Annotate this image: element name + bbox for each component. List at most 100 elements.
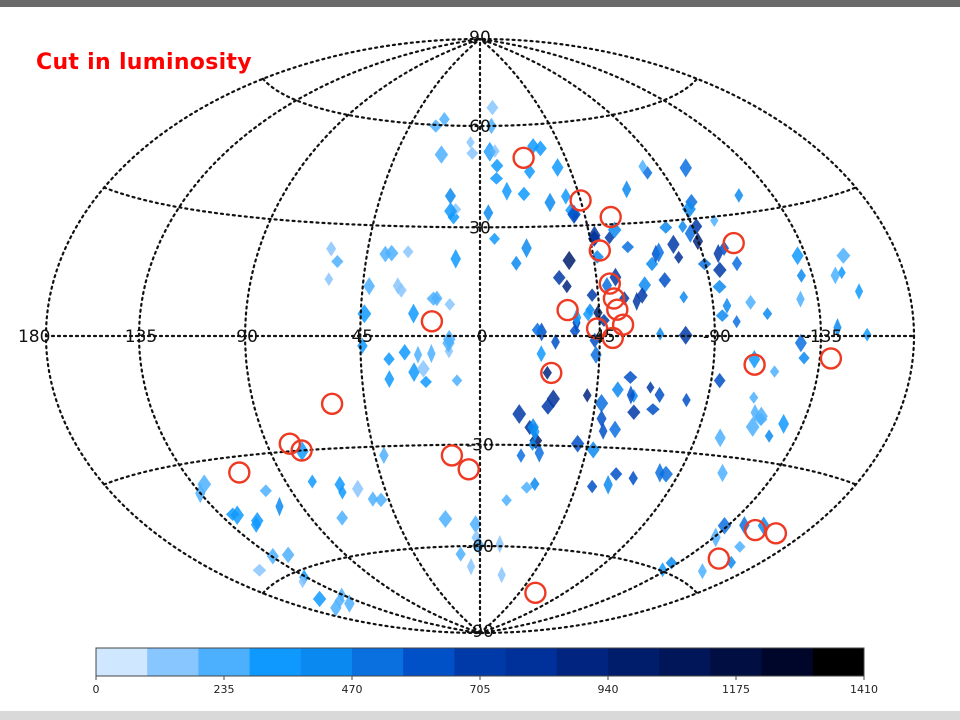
density-cell: [534, 443, 545, 463]
longitude-label: 135: [125, 327, 157, 347]
density-cell: [791, 246, 804, 266]
density-cell: [854, 283, 864, 300]
density-cell: [281, 546, 295, 564]
density-cell: [714, 428, 726, 448]
density-cell: [665, 556, 678, 570]
source-marker: [440, 444, 464, 467]
density-cell: [674, 250, 684, 264]
density-cell: [642, 166, 653, 180]
density-cell: [586, 479, 598, 494]
density-cell: [745, 294, 756, 310]
density-cell: [536, 345, 546, 363]
density-cell: [413, 345, 423, 364]
density-cell: [230, 505, 244, 525]
density-cell: [511, 255, 522, 271]
latitude-label: -90: [466, 622, 494, 642]
density-cell: [712, 279, 727, 294]
colorbar-segment: [403, 648, 455, 676]
density-cell: [197, 474, 212, 494]
colorbar-segment: [96, 648, 148, 676]
colorbar-segment: [300, 648, 353, 676]
density-cell: [527, 138, 540, 155]
density-cell: [527, 418, 539, 437]
density-cell: [531, 322, 544, 338]
parallel-line: [261, 544, 699, 595]
density-cell: [434, 145, 449, 164]
density-cell: [682, 392, 691, 408]
colorbar-segment: [812, 648, 865, 676]
longitude-label: -90: [703, 327, 731, 347]
source-marker: [743, 353, 766, 376]
density-cell: [739, 516, 750, 535]
colorbar-tick-label: 1410: [850, 683, 878, 696]
density-cell: [331, 255, 344, 268]
density-cell: [501, 494, 512, 507]
density-cell: [466, 557, 476, 576]
source-marker: [764, 522, 788, 545]
density-cell: [734, 188, 744, 203]
density-cell: [252, 563, 267, 577]
density-cell: [569, 324, 581, 338]
density-cell: [750, 404, 760, 422]
density-cell: [326, 241, 337, 257]
density-cell: [398, 344, 411, 361]
parallel-line: [261, 77, 699, 128]
density-cell: [383, 352, 395, 367]
source-marker: [569, 189, 592, 212]
density-cell: [495, 535, 504, 554]
colorbar-segment: [761, 648, 814, 676]
density-cell: [469, 515, 482, 534]
source-marker: [457, 458, 480, 481]
longitude-label: 45: [351, 327, 373, 347]
density-cell: [544, 192, 556, 213]
source-marker: [278, 432, 301, 455]
density-cell: [466, 136, 475, 149]
density-cell: [627, 404, 641, 420]
density-cell: [655, 462, 665, 483]
density-cell: [609, 420, 621, 439]
density-cell: [646, 381, 655, 394]
latitude-label: -60: [466, 537, 494, 557]
density-cell: [722, 297, 732, 314]
density-cell: [489, 232, 500, 245]
density-cell: [438, 509, 453, 528]
density-cell: [586, 441, 600, 459]
colorbar-tick-label: 0: [93, 683, 100, 696]
density-cell: [596, 409, 607, 428]
density-cell: [582, 388, 592, 403]
source-marker: [819, 347, 843, 370]
colorbar-segment: [147, 648, 199, 676]
density-cell: [560, 188, 571, 205]
longitude-label: 180: [18, 327, 50, 347]
density-cell: [357, 304, 372, 324]
longitude-label: -45: [588, 327, 616, 347]
density-cell: [466, 146, 479, 160]
source-marker: [601, 326, 624, 350]
density-cell: [429, 119, 443, 133]
density-cell: [658, 272, 671, 289]
density-map: [195, 99, 872, 617]
density-cell: [654, 386, 665, 403]
top-bar: [0, 0, 960, 7]
density-cell: [836, 247, 851, 264]
density-cell: [330, 599, 342, 617]
colorbar-segment: [198, 648, 251, 676]
density-cell: [764, 429, 774, 443]
density-cell: [745, 416, 760, 437]
density-cell: [517, 186, 531, 202]
density-cell: [710, 527, 721, 548]
source-marker: [512, 146, 535, 170]
source-marker: [602, 287, 626, 310]
grid-labels: 180 135 90 45 0 -45 -90 -135 90 60 30 -30 -60 -90: [18, 28, 842, 642]
density-cell: [379, 446, 389, 464]
density-cell: [490, 144, 500, 158]
slide-title: Cut in luminosity: [36, 50, 252, 75]
density-cell: [621, 240, 635, 254]
density-cell: [748, 349, 761, 369]
density-cell: [419, 375, 432, 389]
density-cell: [521, 238, 532, 259]
density-cell: [490, 158, 504, 173]
density-cell: [762, 307, 773, 321]
density-cell: [533, 140, 547, 157]
colorbar-segment: [710, 648, 763, 676]
